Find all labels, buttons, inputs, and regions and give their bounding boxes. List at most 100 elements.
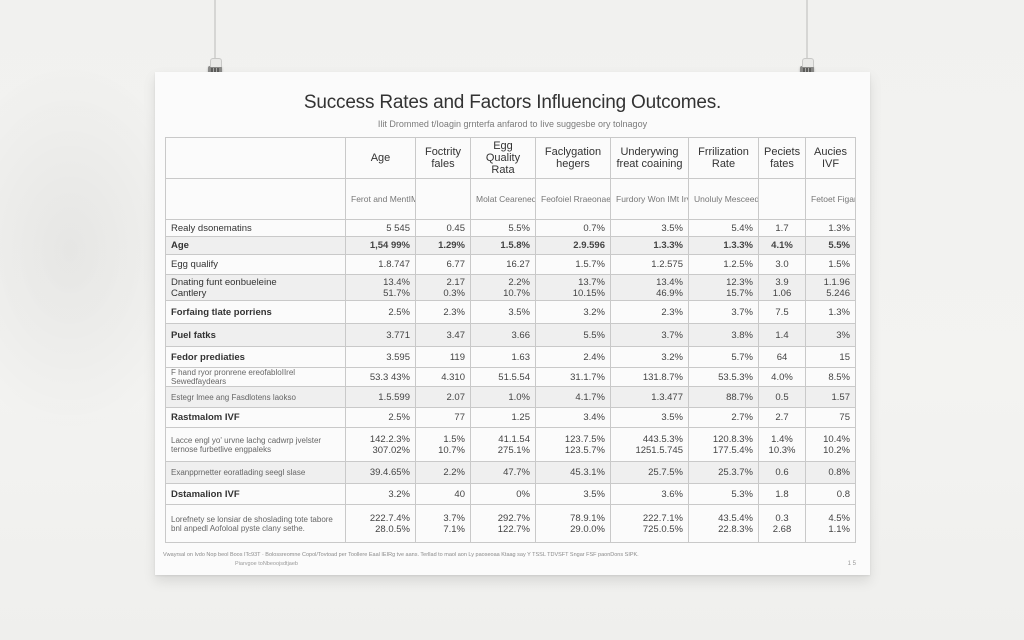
cell-line2: 123.5.7% [564,444,605,456]
bullet-label: Lacce engl yo' urvne lachg cadwrp jvelst… [165,427,346,462]
col-header-fecundity: Foctrity fales [415,137,471,179]
cell: 88.7% [688,386,759,408]
cell: 39.4.65% [345,461,416,484]
cell: 5.3% [688,483,759,505]
cell-line2: 122.7% [497,523,530,535]
cell: 1.4% 10.3% [758,427,806,462]
cell-line1: 41.1.54 [498,433,530,445]
cell: 5.5% [805,236,856,255]
bullet-text: Lacce engl yo' urvne lachg cadwrp jvelst… [171,435,322,454]
cell: 3.5% [470,300,536,324]
cell: 142.2.3% 307.02% [345,427,416,462]
cell: 5.7% [688,346,759,368]
subheader-row: Ferot and MentIMt Imad rathes Molat Cear… [165,178,856,220]
cell: 4.5% 1.1% [805,504,856,543]
cell: 1.3.3% [688,236,759,255]
cell: 51.5.54 [470,367,536,387]
cell: 75 [805,407,856,428]
cell: 25.3.7% [688,461,759,484]
cell: 64 [758,346,806,368]
cell: 4.0% [758,367,806,387]
cell-line1: 443.5.3% [642,433,683,445]
cell: 1.3% [805,219,856,237]
cell: 3.2% [345,483,416,505]
cell: 12.3% 15.7% [688,274,759,301]
cell: 3.5% [610,219,689,237]
cell-line2: 10.2% [823,444,850,456]
table-row: Fedor prediaties 3.595 119 1.63 2.4% 3.2… [165,346,856,368]
cell: 1.2.575 [610,254,689,275]
cell: 6.77 [415,254,471,275]
cell: 3.6% [610,483,689,505]
cell: 3.0 [758,254,806,275]
bullet-label: Exanpprnetter eoratlading seegl slase [165,461,346,484]
cell: 1.3.477 [610,386,689,408]
cell: 4.1.7% [535,386,611,408]
cell-line2: 725.0.5% [642,523,683,535]
cell-line2: 10.3% [768,444,796,456]
cell-line2: 2.68 [772,523,792,535]
cell-line1: 222.7.1% [642,512,683,524]
cell: 1.1.96 5.246 [805,274,856,301]
cell: 3.595 [345,346,416,368]
section-bullet-row: Exanpprnetter eoratlading seegl slase 39… [165,461,856,484]
cell-line2: 1.06 [772,287,792,299]
cell: 1.3% [805,300,856,324]
row-label: Puel fatks [165,323,346,347]
cell: 40 [415,483,471,505]
cell-line1: 292.7% [497,512,530,524]
cell: 3.2% [535,300,611,324]
cell-line2: 10.15% [572,287,605,299]
row-label: Fedor prediaties [165,346,346,368]
bullet-label: Lorefnety se lonsiar de shoslading tote … [165,504,346,543]
cell-line2: 5.246 [826,287,850,299]
subheader-cell: Feofoiel Rraeonae Ivicl ralies [535,178,611,220]
cell-line1: 13.4% [656,276,683,288]
col-header-age: Age [345,137,416,179]
subheader-cell: Fetoet Figar nales [805,178,856,220]
cell: 0.8 [805,483,856,505]
cell: 1.25 [470,407,536,428]
subheader-cell: Unoluly Mesceed Iwed rafles [688,178,759,220]
cell: 1.8.747 [345,254,416,275]
cell-line1: 2.2% [508,276,530,288]
cell-line1: 13.4% [383,276,410,288]
col-header-fertilization-rate: Frrilization Rate [688,137,759,179]
subheader-cell [415,178,471,220]
cell-line1: 3.9 [775,276,789,288]
cell-line1: 78.9.1% [570,512,605,524]
row-label: F hand ryor pronrene ereofabloIIrel Sewe… [165,367,346,387]
table-row: Realy dsonematins 5 545 0.45 5.5% 0.7% 3… [165,219,856,237]
cell-line1: 123.7.5% [564,433,605,445]
cell: 1.0% [470,386,536,408]
cell: 3.2% [610,346,689,368]
col-header-egg-quality: Egg Quality Rata [470,137,536,179]
table-row: Puel fatks 3.771 3.47 3.66 5.5% 3.7% 3.8… [165,323,856,347]
subheader-cell: Molat Cearened ratles [470,178,536,220]
row-label: Dnating funt eonbueleine Cantlery [165,274,346,301]
cell: 1.5% [805,254,856,275]
cell-line1: 43.5.4% [718,512,753,524]
cell-line1: 1.5% [443,433,465,445]
cell: 25.7.5% [610,461,689,484]
section-bullet-row: Lorefnety se lonsiar de shoslading tote … [165,504,856,543]
cell-line2: 275.1% [497,444,530,456]
section-title-row: Dstamalion IVF 3.2% 40 0% 3.5% 3.6% 5.3%… [165,483,856,505]
cell: 3.8% [688,323,759,347]
bullet-text: Exanpprnetter eoratlading seegl slase [171,468,306,477]
cell: 0% [470,483,536,505]
cell-line2: 10.7% [503,287,530,299]
cell: 1.5.8% [470,236,536,255]
cell: 47.7% [470,461,536,484]
cell-line1: 0.3 [775,512,789,524]
cell: 2.4% [535,346,611,368]
col-header-pockets-rates: Peciets fates [758,137,806,179]
cell-line2: 28.0.5% [375,523,410,535]
cell: 3.5% [610,407,689,428]
cell: 3.66 [470,323,536,347]
bullet-text: Lorefnety se lonsiar de shoslading tote … [171,514,333,533]
table-row: Dnating funt eonbueleine Cantlery 13.4% 5… [165,274,856,301]
cell: 2.7% [688,407,759,428]
cell-line2: 51.7% [383,287,410,299]
cell-line2: 15.7% [726,287,753,299]
